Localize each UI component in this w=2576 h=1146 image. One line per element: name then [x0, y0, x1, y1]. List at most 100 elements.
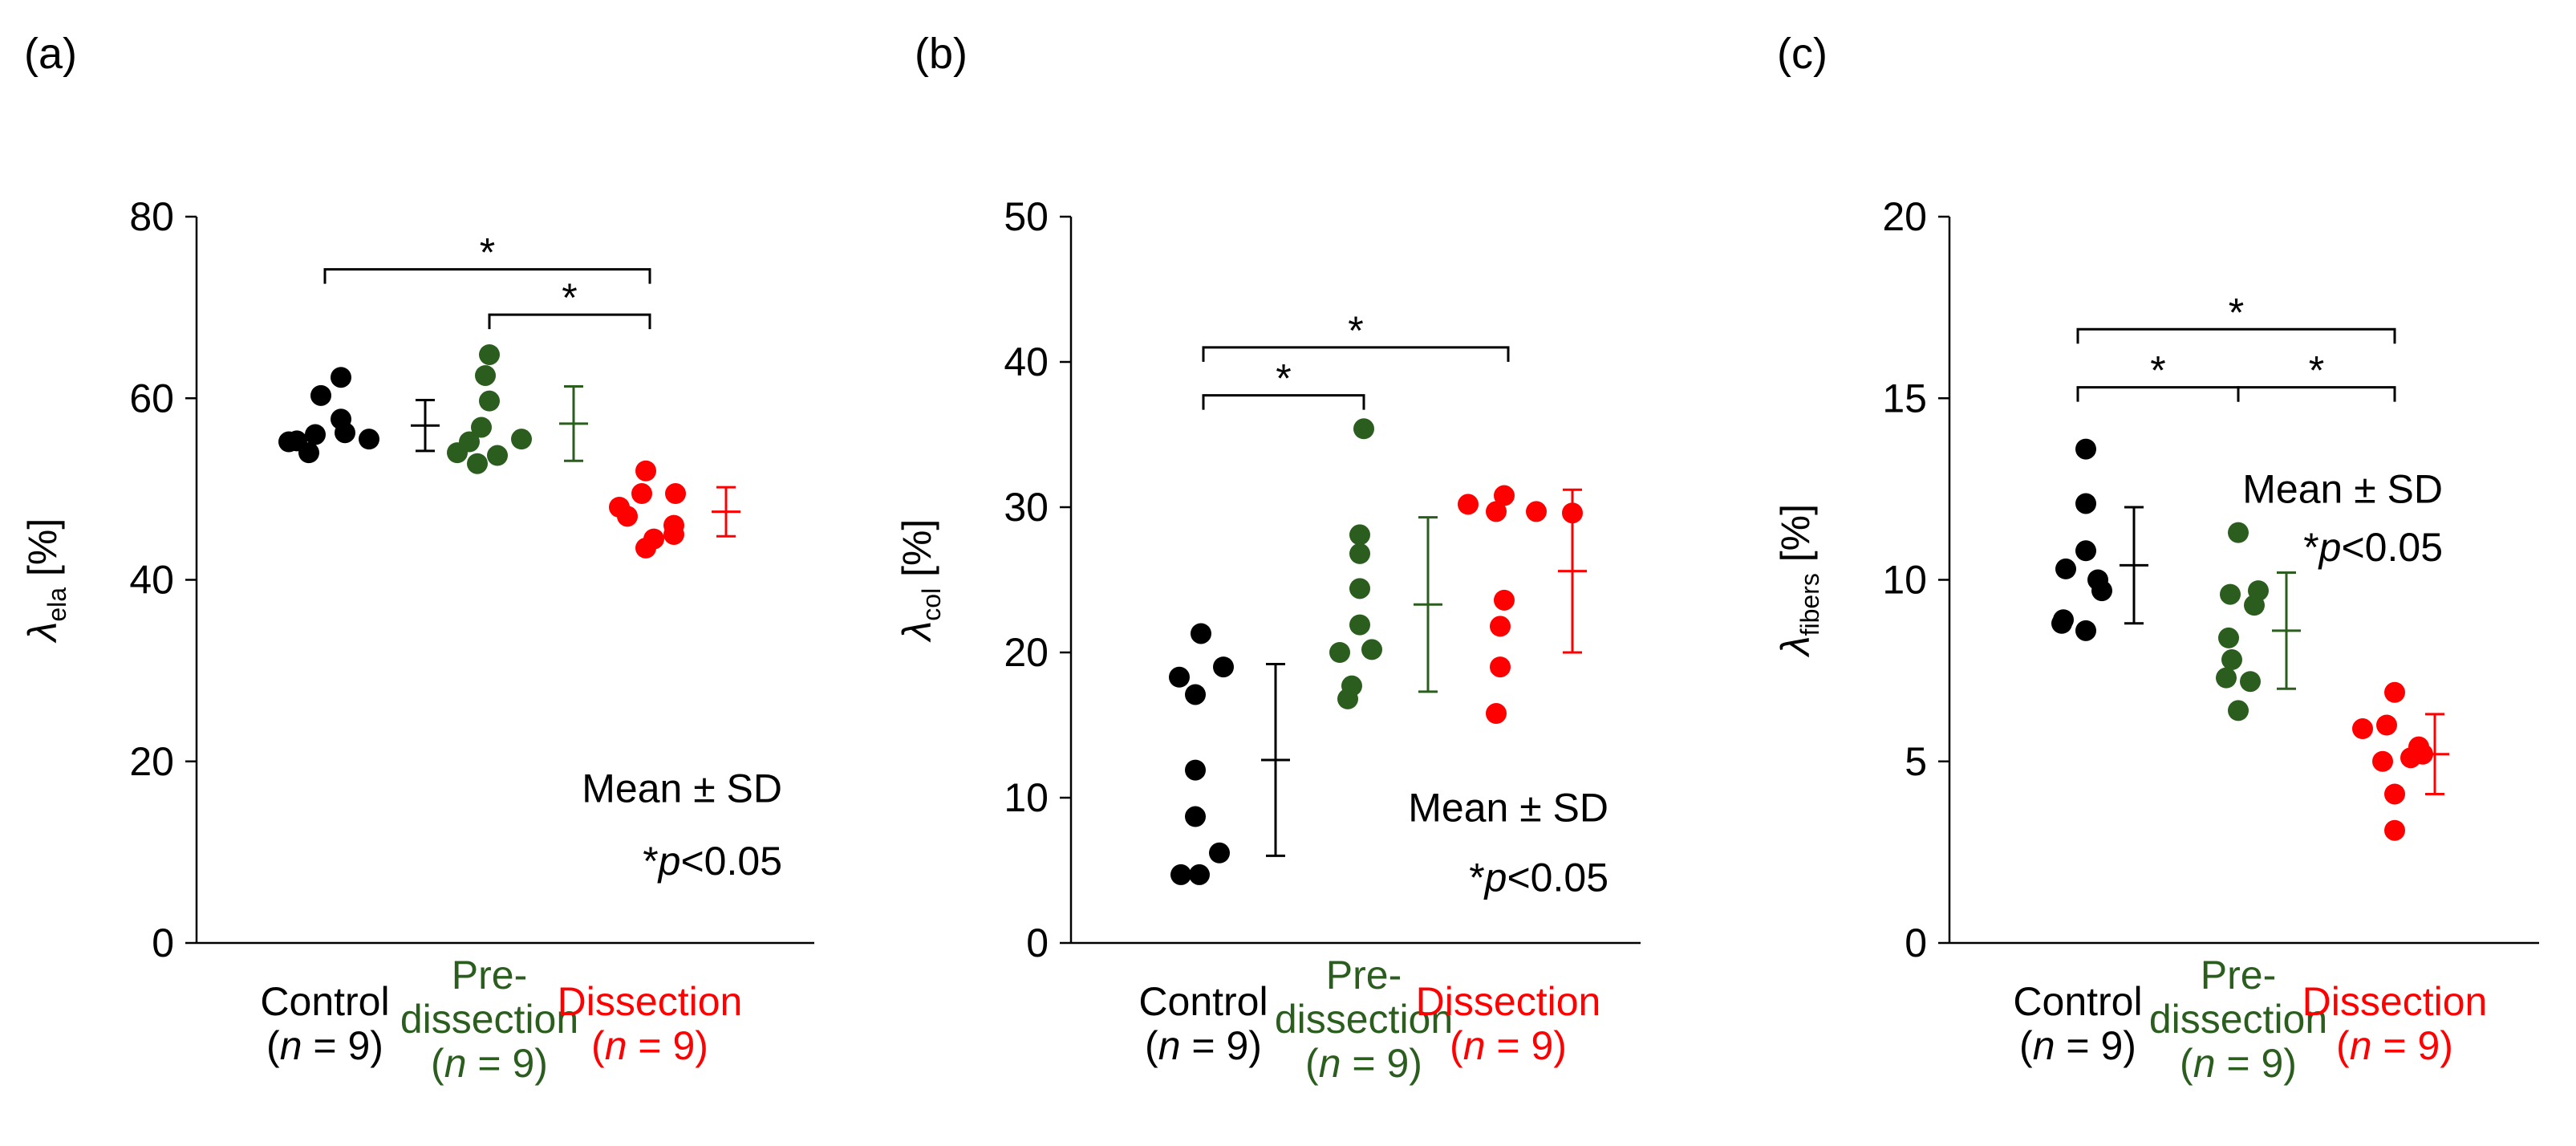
significance-bracket: *	[323, 230, 651, 284]
series-dissection	[2352, 681, 2449, 841]
data-point	[1526, 501, 1547, 522]
data-point	[2248, 580, 2269, 602]
y-tick-label: 20	[1004, 630, 1049, 675]
data-point	[1490, 656, 1511, 678]
category-label: Pre-	[2201, 953, 2276, 998]
data-point	[635, 460, 656, 482]
data-point	[1213, 656, 1234, 678]
significance-star: *	[2309, 348, 2324, 393]
data-point	[665, 483, 686, 505]
bracket-line	[2076, 327, 2396, 344]
data-point	[359, 429, 379, 450]
data-point	[310, 384, 331, 406]
data-point	[1329, 642, 1350, 663]
significance-star: *	[2150, 348, 2165, 393]
data-point	[2053, 609, 2074, 631]
category-label: dissection	[1275, 997, 1453, 1042]
y-axis-symbol: λ	[20, 622, 65, 644]
category-label: (n = 9)	[2180, 1041, 2297, 1086]
data-point	[1185, 806, 1206, 827]
series-dissection	[1458, 485, 1587, 725]
annotation-mean-sd: Mean ± SD	[582, 766, 782, 811]
panel-label: (c)	[1777, 30, 1828, 78]
y-axis-label: λela [%]	[20, 518, 71, 644]
annotation-p: p	[2318, 525, 2342, 570]
significance-bracket: *	[1202, 308, 1510, 362]
category-label: Pre-	[1326, 953, 1402, 998]
data-point	[487, 445, 508, 466]
significance-bracket: *	[488, 275, 651, 330]
significance-star: *	[562, 275, 577, 320]
data-point	[2075, 540, 2096, 562]
y-axis-unit: [%]	[895, 519, 939, 577]
category-label: dissection	[400, 997, 578, 1042]
significance-bracket: *	[1202, 356, 1365, 410]
y-tick-label: 10	[1004, 775, 1049, 820]
y-tick-label: 0	[1026, 920, 1049, 965]
data-point	[335, 422, 355, 444]
significance-star: *	[2229, 290, 2244, 335]
annotation-star: *	[1469, 855, 1484, 900]
data-point	[1170, 864, 1191, 885]
y-tick-label: 0	[152, 920, 174, 965]
data-point	[2075, 438, 2096, 460]
data-point	[1349, 578, 1370, 599]
annotation-threshold: <0.05	[1507, 855, 1608, 900]
y-axis-subscript: ela	[43, 587, 71, 622]
data-point	[2091, 580, 2112, 602]
category-label: Dissection	[2302, 979, 2488, 1024]
y-tick-label: 30	[1004, 485, 1049, 530]
significance-star: *	[1348, 308, 1363, 353]
data-point	[447, 442, 468, 464]
data-point	[2055, 558, 2076, 579]
data-point	[1361, 639, 1382, 660]
annotation-p: p	[1483, 855, 1507, 900]
series-pre-dissection	[2216, 522, 2301, 721]
data-point	[471, 417, 492, 438]
data-point	[2075, 493, 2096, 514]
y-tick-label: 80	[129, 194, 174, 239]
data-point	[2352, 718, 2373, 740]
category-label: Dissection	[558, 979, 743, 1024]
data-point	[1185, 684, 1206, 705]
data-point	[331, 367, 351, 388]
category-label: Control	[2013, 979, 2142, 1024]
panel-label: (a)	[24, 30, 77, 78]
category-label: (n = 9)	[266, 1023, 383, 1068]
data-point	[1169, 666, 1190, 688]
annotation-mean-sd: Mean ± SD	[2242, 466, 2443, 511]
data-point	[2221, 649, 2242, 671]
category-label: (n = 9)	[2019, 1023, 2136, 1068]
data-point	[1486, 501, 1507, 522]
category-label: (n = 9)	[1305, 1041, 1422, 1086]
category-label: (n = 9)	[2336, 1023, 2453, 1068]
category-label: (n = 9)	[1145, 1023, 1262, 1068]
y-tick-label: 10	[1882, 558, 1927, 603]
data-point	[467, 453, 488, 474]
data-point	[2220, 583, 2241, 605]
data-point	[2228, 522, 2249, 543]
y-axis-unit: [%]	[20, 518, 65, 576]
annotation-p-value: *p<0.05	[1469, 855, 1608, 900]
bracket-line	[1202, 346, 1510, 362]
data-point	[1458, 494, 1479, 515]
data-point	[1349, 524, 1370, 546]
data-point	[1349, 614, 1370, 636]
y-tick-label: 60	[129, 376, 174, 421]
annotation-threshold: <0.05	[680, 839, 782, 884]
bracket-line	[488, 313, 651, 330]
category-label: (n = 9)	[591, 1023, 708, 1068]
annotation-star: *	[2303, 525, 2318, 570]
y-axis-subscript: col	[917, 588, 946, 621]
data-point	[1189, 864, 1210, 885]
y-axis-symbol: λ	[895, 621, 939, 644]
data-point	[1494, 485, 1515, 506]
data-point	[2384, 819, 2405, 841]
data-point	[1349, 543, 1370, 564]
y-axis-label: λcol [%]	[895, 519, 946, 644]
y-tick-label: 15	[1882, 376, 1927, 421]
data-point	[663, 523, 684, 545]
series-control	[1169, 623, 1290, 885]
